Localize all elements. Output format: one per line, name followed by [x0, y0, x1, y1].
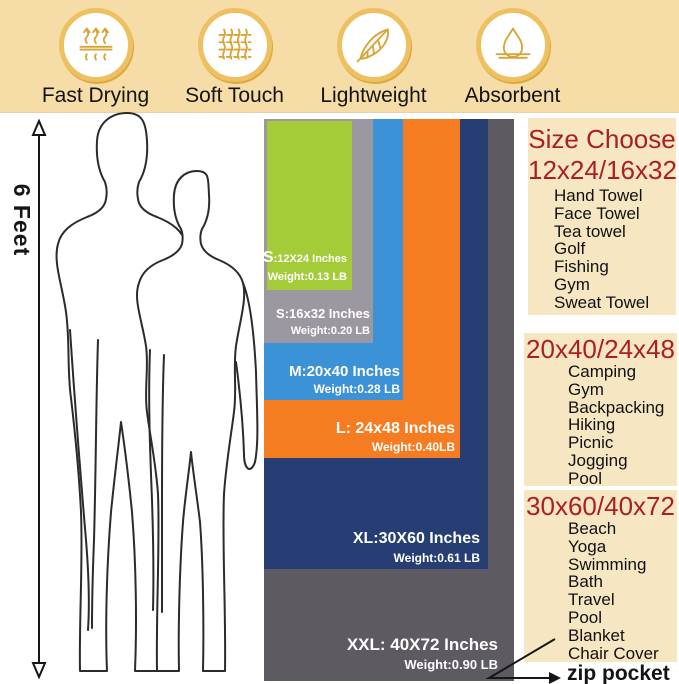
towel-weight-label: Weight:0.40LB	[371, 440, 455, 455]
size-group-items: Camping Gym Backpacking Hiking Picnic Jo…	[524, 363, 677, 488]
list-item: Pool	[568, 607, 603, 627]
feature-circle	[475, 8, 550, 82]
towel-size-label: XL:30X60 Inches	[352, 529, 480, 547]
list-item: Gym	[568, 379, 604, 399]
list-item: Hiking	[568, 415, 616, 435]
towel-weight-label: Weight:0.20 LB	[290, 325, 370, 338]
size-guide-block-3: 30x60/40x72 Beach Yoga Swimming Bath Tra…	[524, 490, 677, 662]
height-scale-label: 6 Feet	[9, 183, 35, 257]
feather-icon	[356, 28, 389, 63]
towel-size-label: XS:12X24 Inches	[252, 248, 347, 266]
list-item: Pool	[568, 468, 603, 488]
water-drop-icon	[495, 27, 530, 59]
feature-circle	[197, 8, 272, 82]
size-guide-block-2: 20x40/24x48 Camping Gym Backpacking Hiki…	[524, 333, 677, 488]
fabric-weave-icon	[218, 28, 251, 60]
feature-lightweight: Lightweight	[304, 0, 443, 112]
feature-label: Soft Touch	[185, 84, 284, 107]
towel-size-label: L: 24x48 Inches	[335, 419, 455, 437]
list-item: Face Towel	[554, 203, 640, 223]
list-item: Gym	[554, 274, 590, 294]
list-item: Chair Cover	[568, 643, 659, 663]
size-guide-title: Size Choose	[528, 124, 676, 154]
list-item: Beach	[568, 519, 617, 538]
list-item: Hand Towel	[554, 186, 643, 205]
feature-soft-touch: Soft Touch	[165, 0, 304, 112]
feature-label: Absorbent	[464, 84, 561, 107]
list-item: Yoga	[568, 536, 607, 556]
size-group-items: Hand Towel Face Towel Tea towel Golf Fis…	[528, 187, 676, 312]
towel-weight-label: Weight:0.61 LB	[393, 551, 480, 566]
list-item: Bath	[568, 572, 603, 592]
size-guide-block-1: Size Choose 12x24/16x32 Hand Towel Face …	[528, 118, 677, 315]
list-item: Tea towel	[554, 221, 626, 241]
feature-circle	[58, 8, 133, 82]
size-group-heading: 30x60/40x72	[526, 491, 675, 521]
feature-band: Fast Drying Soft Touch	[0, 0, 679, 113]
towel-weight-label: Weight:0.90 LB	[404, 657, 498, 673]
list-item: Swimming	[568, 554, 647, 574]
woman-outline	[136, 170, 246, 672]
feature-label: Lightweight	[320, 84, 427, 107]
size-group-heading: 12x24/16x32	[528, 155, 677, 185]
list-item: Jogging	[568, 450, 628, 470]
feature-label: Fast Drying	[41, 84, 150, 107]
list-item: Travel	[568, 590, 615, 610]
size-group-heading: 20x40/24x48	[526, 334, 675, 364]
feature-absorbent: Absorbent	[443, 0, 582, 112]
list-item: Picnic	[568, 433, 614, 453]
feature-circle	[336, 8, 411, 82]
zip-pocket-label: zip pocket	[567, 662, 670, 684]
towel-size-label: XXL: 40X72 Inches	[346, 634, 498, 654]
steam-icon	[79, 27, 112, 61]
towel-xs: XS:12X24 Inches Weight:0.13 LB	[252, 121, 352, 290]
towel-weight-label: Weight:0.13 LB	[267, 271, 347, 284]
list-item: Camping	[568, 362, 637, 381]
towel-size-label: M:20x40 Inches	[289, 362, 400, 380]
list-item: Golf	[554, 239, 586, 259]
towel-weight-label: Weight:0.28 LB	[313, 382, 400, 397]
size-group-items: Beach Yoga Swimming Bath Travel Pool Bla…	[524, 520, 677, 662]
feature-fast-drying: Fast Drying	[26, 0, 165, 112]
towel-size-label: S:16x32 Inches	[276, 306, 370, 322]
list-item: Fishing	[554, 257, 609, 277]
list-item: Backpacking	[568, 397, 665, 417]
man-outline	[55, 112, 189, 672]
list-item: Sweat Towel	[554, 292, 650, 312]
list-item: Blanket	[568, 625, 625, 645]
